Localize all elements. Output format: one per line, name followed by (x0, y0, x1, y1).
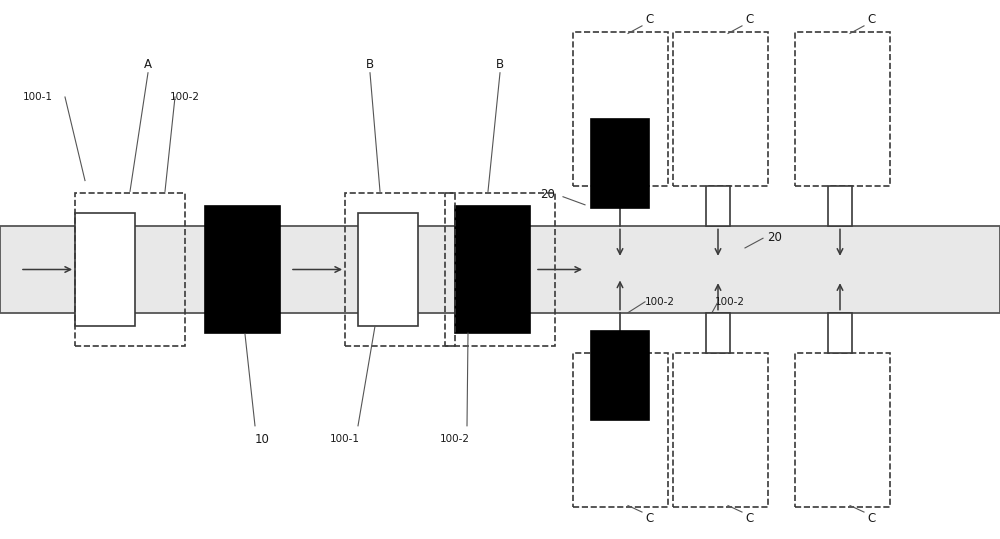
Bar (795, 32, 890, 186)
Bar (706, 186, 730, 226)
Text: C: C (645, 13, 653, 26)
Text: A: A (144, 58, 152, 71)
Bar (828, 186, 852, 226)
Bar (828, 313, 852, 353)
Bar (573, 32, 668, 186)
Text: 10: 10 (255, 433, 269, 446)
Bar (455, 206, 530, 333)
Bar (0, 226, 1000, 313)
Text: 100-1: 100-1 (23, 92, 53, 102)
Text: C: C (745, 13, 753, 26)
Text: B: B (366, 58, 374, 71)
Bar (706, 313, 730, 353)
Text: 100-2: 100-2 (440, 434, 470, 444)
Text: 100-2: 100-2 (170, 92, 200, 102)
Text: B: B (496, 58, 504, 71)
Text: 20: 20 (541, 188, 555, 201)
Text: 100-2: 100-2 (645, 297, 675, 307)
Bar (358, 213, 418, 326)
Text: C: C (645, 512, 653, 525)
Bar (795, 353, 890, 507)
Text: C: C (867, 512, 875, 525)
Bar (673, 32, 768, 186)
Bar (591, 331, 649, 420)
Text: C: C (745, 512, 753, 525)
Text: 100-1: 100-1 (330, 434, 360, 444)
Bar (573, 353, 668, 507)
Bar (591, 119, 649, 208)
Text: 100-2: 100-2 (715, 297, 745, 307)
Bar (205, 206, 280, 333)
Bar (673, 353, 768, 507)
Text: C: C (867, 13, 875, 26)
Bar (75, 213, 135, 326)
Text: 20: 20 (768, 231, 782, 244)
Bar (75, 193, 185, 346)
Bar (345, 193, 455, 346)
Bar (445, 193, 555, 346)
